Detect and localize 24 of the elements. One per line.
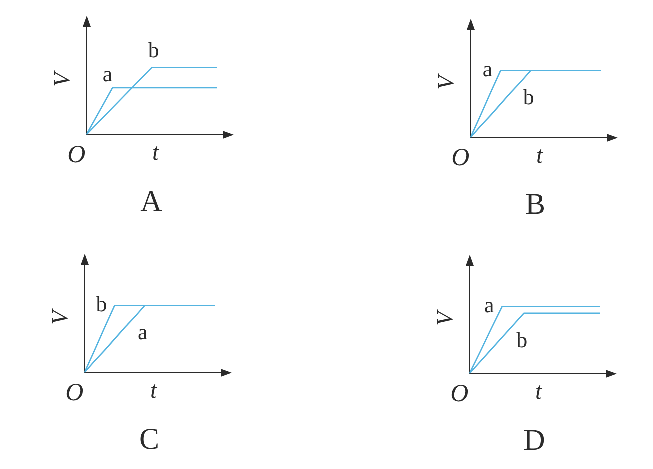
series-label: a — [484, 292, 494, 318]
series-label: b — [96, 292, 108, 317]
x-axis-title: t — [536, 378, 544, 405]
text: D — [524, 424, 546, 457]
y-axis-title: V — [432, 308, 458, 326]
x-axis-title: t — [536, 142, 545, 169]
x-axis-title: t — [150, 378, 159, 404]
text: O — [452, 144, 470, 172]
text: O — [68, 141, 86, 168]
text: O — [450, 380, 469, 408]
series-label: b — [523, 84, 534, 110]
series-label: a — [482, 56, 493, 82]
x-axis-title: t — [152, 140, 161, 166]
series-label: b — [148, 38, 160, 63]
y-axis-title: V — [49, 70, 74, 87]
series-label: a — [138, 320, 148, 345]
series-label: b — [516, 327, 528, 352]
text: B — [525, 188, 546, 221]
y-axis-title: V — [47, 308, 72, 325]
text: C — [139, 422, 160, 456]
text: A — [140, 184, 163, 218]
text: O — [66, 379, 84, 406]
y-axis-title: V — [433, 72, 458, 90]
series-label: a — [102, 62, 113, 87]
